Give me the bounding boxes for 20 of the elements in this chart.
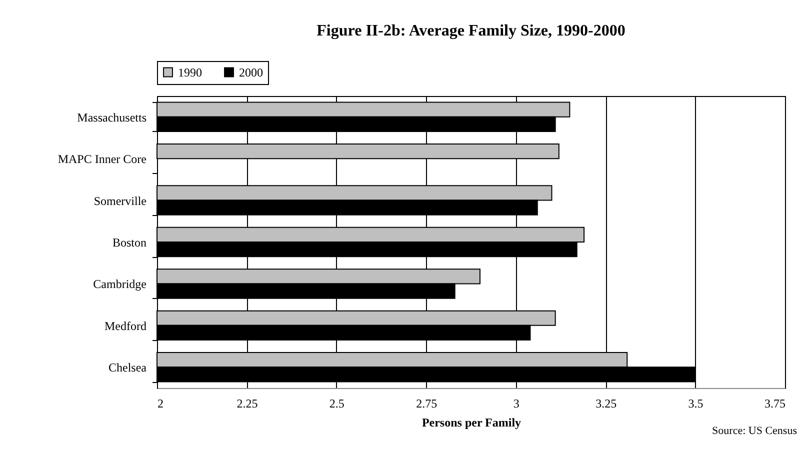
y-tick-label: Massachusetts xyxy=(77,110,147,124)
y-tick-label: Medford xyxy=(104,318,146,333)
chart-title: Figure II-2b: Average Family Size, 1990-2000 xyxy=(316,22,626,40)
legend-label: 2000 xyxy=(239,65,263,80)
y-tick-label: Boston xyxy=(112,236,146,250)
legend-label: 1990 xyxy=(178,65,202,80)
x-tick-label: 2 xyxy=(158,396,164,410)
y-tick-label: Somerville xyxy=(94,194,146,208)
x-tick-label: 2.5 xyxy=(329,396,344,410)
x-tick-label: 2.75 xyxy=(416,396,438,410)
y-tick-label: Chelsea xyxy=(108,360,148,375)
x-tick-label: 3 xyxy=(513,396,520,410)
y-tick-label: MAPC Inner Core xyxy=(58,152,146,166)
y-tick-label: Cambridge xyxy=(93,277,146,292)
source-note: Source: US Census xyxy=(712,425,797,437)
x-tick-label: 2.25 xyxy=(236,396,258,410)
x-tick-label: 3.25 xyxy=(596,396,617,410)
x-tick-label: 3.75 xyxy=(764,396,786,410)
x-axis-title: Persons per Family xyxy=(422,416,522,430)
x-tick-label: 3.5 xyxy=(688,396,704,410)
